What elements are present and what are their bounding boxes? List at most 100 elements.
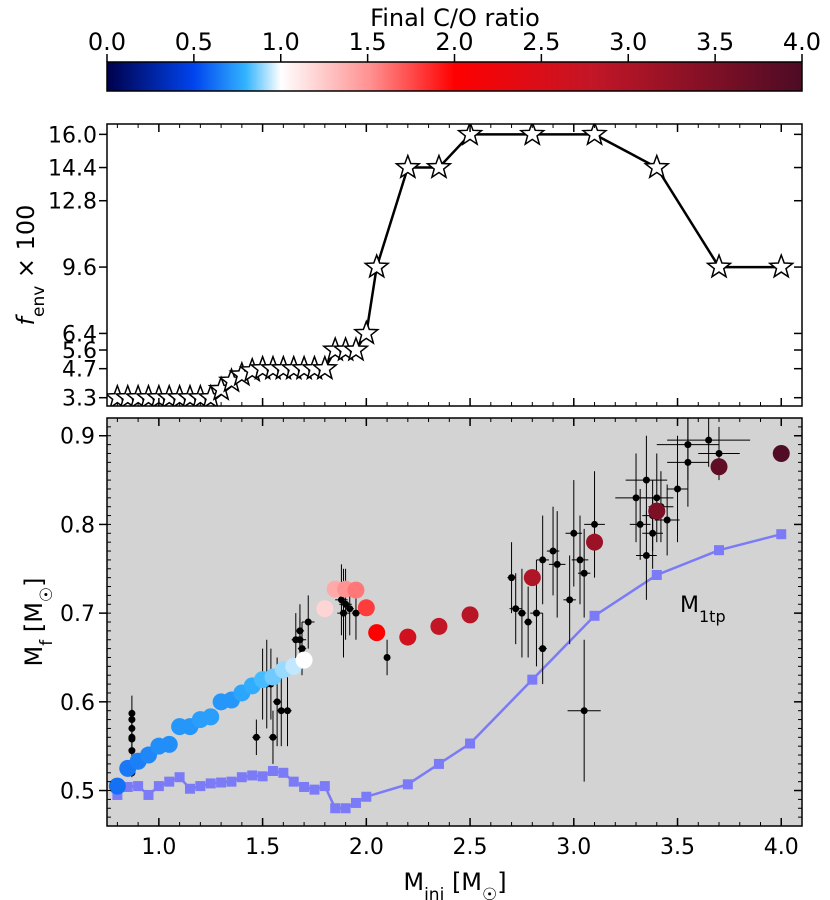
colorbar-tick-label: 3.5	[696, 28, 734, 56]
observation-point	[642, 551, 650, 559]
x-label-sub: ini	[424, 885, 444, 900]
y-tick-label: 0.6	[60, 691, 95, 716]
observation-point	[524, 618, 532, 626]
x-tick-label: 3.5	[660, 835, 695, 860]
observation-point	[539, 645, 547, 653]
bottom-y-axis-label: Mf [M☉]	[20, 577, 57, 666]
colorbar-tick-label: 3.0	[609, 28, 647, 56]
m1tp-square-point	[350, 797, 361, 808]
top-y-tick-label: 14.4	[48, 157, 97, 182]
observation-point	[342, 600, 350, 608]
y-tick-label: 0.8	[60, 513, 95, 538]
top-y-tick-label: 5.6	[62, 339, 97, 364]
top-y-label-suffix: × 100	[12, 205, 40, 286]
model-point	[586, 533, 604, 551]
model-point	[316, 600, 334, 618]
m1tp-label-main: M	[680, 593, 699, 618]
m1tp-square-point	[299, 781, 310, 792]
m1tp-series-label: M1tp	[680, 593, 726, 626]
m1tp-square-point	[112, 789, 123, 800]
fenv-star-point	[425, 153, 453, 180]
observation-point	[352, 609, 360, 617]
top-y-axis-label: fenv × 100	[12, 205, 49, 326]
fenv-star-point	[643, 153, 671, 180]
m1tp-square-point	[309, 784, 320, 795]
bottom-y-label-unit: [M	[20, 602, 48, 640]
colorbar-tick-label: 1.5	[349, 28, 387, 56]
bottom-y-label-close: ]	[20, 577, 48, 586]
model-point	[523, 569, 541, 587]
top-panel: 3.3 4.75.66.4 9.6 12.8 14.4 16.0 fenv × 100	[12, 123, 803, 412]
fenv-star-point	[456, 124, 484, 146]
observation-point	[128, 709, 136, 717]
observation-point	[553, 560, 561, 568]
fenv-star-point	[394, 153, 422, 180]
m1tp-square-point	[527, 674, 538, 685]
colorbar-tick-label: 4.0	[783, 28, 821, 56]
top-y-tick-label: 4.7	[62, 358, 97, 383]
observation-point	[580, 707, 588, 715]
observation-point	[269, 733, 277, 741]
observation-point	[576, 556, 584, 564]
top-y-tick-label: 6.4	[62, 322, 97, 347]
model-point	[461, 606, 479, 624]
y-tick-label: 0.7	[60, 602, 95, 627]
colorbar-tick-labels: 0.0 0.5 1.0 1.5 2.0 2.5 3.0 3.5 4.0	[88, 28, 821, 56]
x-tick-label: 4.0	[764, 835, 799, 860]
m1tp-square-point	[247, 770, 258, 781]
m1tp-square-point	[216, 777, 227, 788]
m1tp-square-point	[402, 779, 413, 790]
colorbar-tick-label: 0.5	[175, 28, 213, 56]
m1tp-square-point	[776, 529, 787, 540]
m1tp-square-point	[226, 776, 237, 787]
observation-point	[715, 449, 723, 457]
observation-point	[283, 707, 291, 715]
m1tp-square-point	[330, 803, 341, 814]
model-point	[368, 624, 386, 642]
model-point	[160, 735, 178, 753]
colorbar-tick-label: 2.5	[522, 28, 560, 56]
m1tp-square-point	[589, 610, 600, 621]
fenv-star-point	[311, 354, 339, 381]
observation-point	[128, 733, 136, 741]
fenv-star-point	[518, 124, 546, 146]
fenv-star-point	[342, 335, 370, 362]
m1tp-square-point	[174, 772, 185, 783]
fenv-star-point	[581, 124, 609, 146]
colorbar-tick-label: 2.0	[435, 28, 473, 56]
m1tp-square-point	[278, 767, 289, 778]
observation-point	[649, 529, 657, 537]
m1tp-square-point	[133, 781, 144, 792]
bottom-y-label-unit-sub: ☉	[37, 587, 57, 602]
model-point	[430, 617, 448, 635]
model-point	[108, 777, 126, 795]
top-plot-area	[107, 124, 802, 406]
observation-point	[383, 653, 391, 661]
m1tp-square-point	[465, 738, 476, 749]
m1tp-square-point	[257, 771, 268, 782]
model-point	[399, 628, 417, 646]
m1tp-square-point	[184, 783, 195, 794]
fenv-star-point	[352, 319, 380, 345]
top-y-tick-label: 9.6	[62, 256, 97, 281]
m1tp-square-point	[164, 776, 175, 787]
top-y-tick-label: 3.3	[62, 387, 97, 412]
observation-point	[252, 733, 260, 741]
m1tp-square-point	[714, 545, 725, 556]
x-tick-label: 2.5	[453, 835, 488, 860]
x-tick-label: 3.0	[556, 835, 591, 860]
colorbar-ticks	[106, 54, 803, 62]
observation-point	[566, 596, 574, 604]
y-tick-label: 0.9	[60, 425, 95, 450]
fenv-star-point	[705, 252, 733, 279]
m1tp-square-point	[651, 569, 662, 580]
observation-point	[684, 441, 692, 449]
colorbar-tick-label: 1.0	[262, 28, 300, 56]
m1tp-square-point	[236, 772, 247, 783]
m1tp-square-point	[143, 789, 154, 800]
x-tick-label: 2.0	[349, 835, 384, 860]
m1tp-square-point	[195, 781, 206, 792]
observation-point	[642, 476, 650, 484]
observation-point	[518, 609, 526, 617]
m1tp-square-point	[153, 781, 164, 792]
